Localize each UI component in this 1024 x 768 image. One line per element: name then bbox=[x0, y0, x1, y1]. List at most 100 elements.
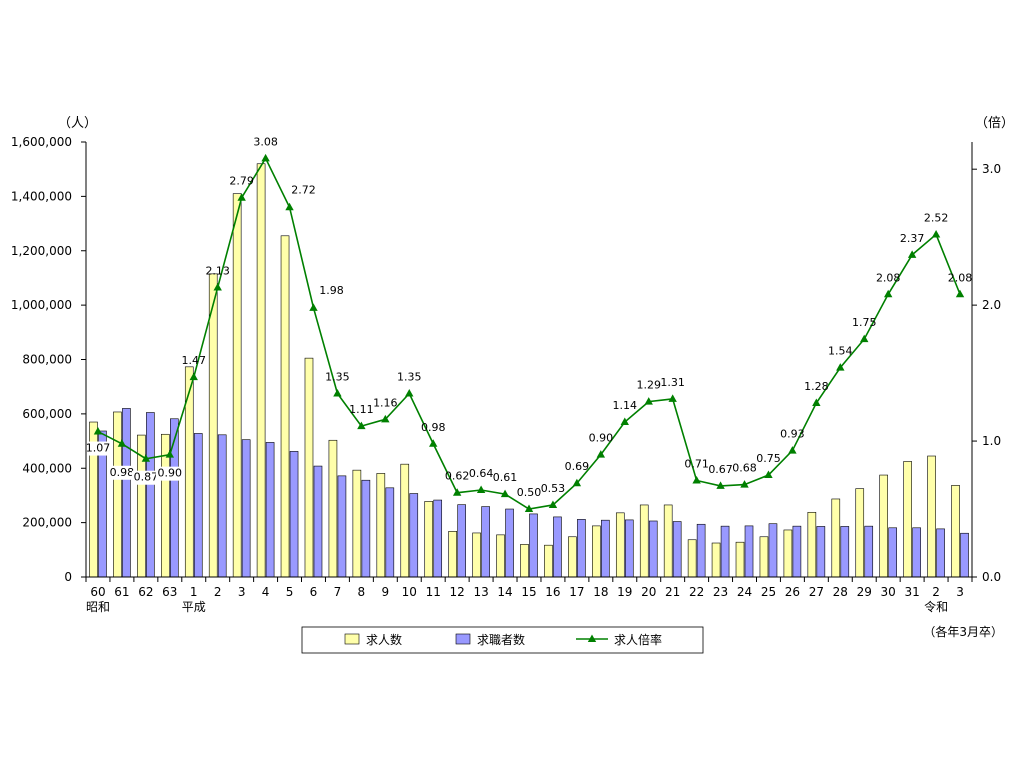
x-tick-label: 63 bbox=[162, 585, 177, 599]
ratio-data-label: 0.50 bbox=[517, 486, 542, 499]
x-tick-label: 61 bbox=[114, 585, 129, 599]
ratio-data-label: 1.07 bbox=[86, 442, 111, 455]
bar-job-seekers bbox=[720, 525, 730, 578]
bar-job-seekers bbox=[648, 520, 658, 578]
bar-job-openings bbox=[568, 536, 577, 578]
bar-job-seekers bbox=[696, 523, 706, 578]
bar-job-openings bbox=[496, 534, 505, 578]
bar-job-openings bbox=[472, 532, 481, 578]
ratio-marker bbox=[764, 470, 773, 479]
bar-job-openings bbox=[328, 439, 338, 578]
x-tick-label: 31 bbox=[904, 585, 919, 599]
ratio-data-label: 1.47 bbox=[182, 354, 207, 367]
x-tick-label: 30 bbox=[881, 585, 896, 599]
ratio-marker bbox=[548, 500, 558, 508]
ratio-marker bbox=[405, 388, 414, 397]
ratio-data-label: 0.75 bbox=[756, 452, 781, 465]
ratio-data-label: 0.53 bbox=[541, 482, 566, 495]
x-tick-label: 20 bbox=[641, 585, 656, 599]
era-label: 昭和 bbox=[86, 600, 110, 614]
ratio-data-label: 1.98 bbox=[319, 284, 344, 297]
bar-job-openings bbox=[855, 488, 865, 578]
x-tick-label: 18 bbox=[593, 585, 608, 599]
bar-job-openings bbox=[735, 541, 745, 578]
ratio-marker bbox=[213, 282, 222, 291]
x-tick-label: 26 bbox=[785, 585, 800, 599]
bar-job-seekers bbox=[840, 526, 850, 578]
legend: 求人数 求職者数 求人倍率 bbox=[301, 626, 704, 654]
bar-job-openings bbox=[831, 498, 841, 578]
x-tick-label: 10 bbox=[402, 585, 417, 599]
ratio-polyline bbox=[97, 156, 961, 510]
left-tick-label: 0 bbox=[64, 570, 72, 584]
ratio-data-label: 0.61 bbox=[493, 471, 518, 484]
ratio-data-label: 2.13 bbox=[205, 264, 230, 277]
right-axis-unit: （倍） bbox=[975, 116, 1014, 131]
ratio-data-label: 3.08 bbox=[253, 135, 278, 148]
bar-job-openings bbox=[879, 474, 888, 578]
ratio-data-label: 1.14 bbox=[613, 399, 638, 412]
bar-job-seekers bbox=[624, 519, 634, 578]
right-tick-label: 0.0 bbox=[982, 570, 1001, 584]
ratio-data-label: 1.75 bbox=[852, 316, 877, 329]
ratio-marker bbox=[285, 202, 294, 211]
ratio-marker bbox=[165, 450, 175, 458]
ratio-data-label: 1.35 bbox=[325, 370, 350, 383]
x-tick-label: 8 bbox=[358, 585, 366, 599]
x-tick-label: 4 bbox=[262, 585, 270, 599]
ratio-data-label: 2.72 bbox=[291, 183, 316, 196]
ratio-marker bbox=[429, 439, 438, 447]
bar-job-openings bbox=[783, 529, 793, 578]
left-tick-label: 800,000 bbox=[22, 353, 72, 367]
bar-job-openings bbox=[448, 531, 457, 578]
ratio-marker bbox=[309, 303, 318, 311]
x-tick-label: 25 bbox=[761, 585, 776, 599]
ratio-data-label: 0.98 bbox=[110, 466, 135, 479]
legend-box bbox=[301, 626, 704, 654]
bar-job-seekers bbox=[792, 525, 802, 578]
data-label-bg bbox=[83, 441, 112, 456]
x-tick-label: 17 bbox=[569, 585, 584, 599]
bars bbox=[89, 163, 969, 578]
left-tick-label: 1,000,000 bbox=[11, 298, 72, 312]
bar-job-seekers bbox=[768, 523, 778, 578]
bar-job-openings bbox=[304, 357, 314, 578]
bar-job-openings bbox=[520, 544, 529, 578]
axes: 0 200,000 400,000 600,000 800,000 1,000,000 1,… bbox=[11, 116, 1014, 639]
bar-job-seekers bbox=[601, 519, 610, 578]
x-tick-label: 60 bbox=[90, 585, 105, 599]
ratio-marker bbox=[189, 372, 198, 381]
x-tick-label: 28 bbox=[833, 585, 848, 599]
bar-job-openings bbox=[807, 511, 817, 578]
ratio-markers bbox=[93, 153, 965, 513]
ratio-marker bbox=[836, 363, 845, 371]
x-tick-label: 22 bbox=[689, 585, 704, 599]
ratio-marker bbox=[955, 289, 965, 298]
bar-job-seekers bbox=[409, 493, 419, 578]
data-label-bg bbox=[155, 466, 184, 481]
bar-job-seekers bbox=[481, 506, 490, 578]
right-tick-label: 1.0 bbox=[982, 434, 1001, 448]
ratio-data-label: 1.35 bbox=[397, 370, 422, 383]
bar-job-openings bbox=[544, 544, 553, 578]
ratio-marker bbox=[117, 439, 127, 447]
bar-job-seekers bbox=[289, 451, 299, 578]
ratio-data-label: 0.69 bbox=[565, 460, 590, 473]
bar-job-seekers bbox=[146, 412, 155, 578]
x-tick-label: 11 bbox=[426, 585, 441, 599]
bar-job-seekers bbox=[217, 434, 227, 578]
ratio-data-label: 0.90 bbox=[589, 432, 614, 445]
bar-job-seekers bbox=[193, 433, 203, 578]
ratio-data-label: 0.68 bbox=[732, 462, 757, 475]
data-label-bg bbox=[131, 470, 160, 485]
bar-job-seekers bbox=[672, 521, 682, 578]
x-tick-label: 16 bbox=[545, 585, 560, 599]
x-tick-label: 24 bbox=[737, 585, 752, 599]
bar-job-seekers bbox=[265, 442, 275, 578]
bar-job-seekers bbox=[313, 465, 323, 578]
ratio-data-label: 1.16 bbox=[373, 396, 398, 409]
bar-job-openings bbox=[663, 504, 673, 578]
bar-job-seekers bbox=[936, 528, 945, 578]
x-tick-label: 7 bbox=[334, 585, 342, 599]
